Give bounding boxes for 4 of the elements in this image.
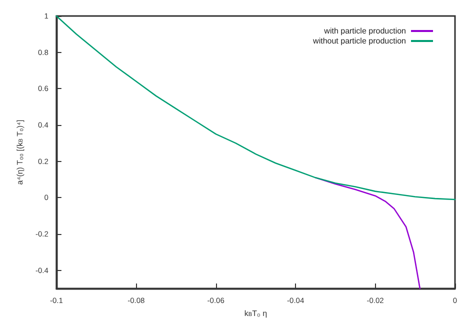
legend-label: without particle production xyxy=(312,36,406,46)
line-series xyxy=(314,177,421,290)
legend-label: with particle production xyxy=(323,26,406,36)
line-series xyxy=(56,15,456,200)
